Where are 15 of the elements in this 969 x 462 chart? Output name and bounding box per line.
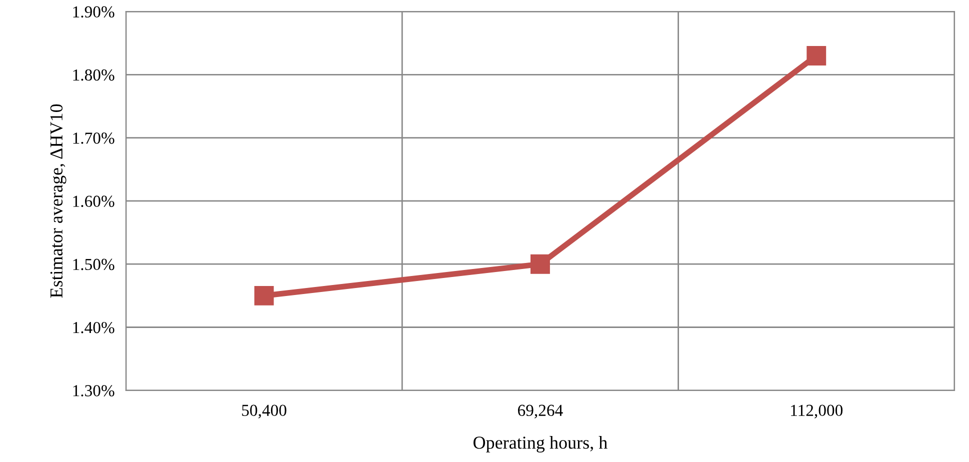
x-tick-label: 69,264 [518,404,563,418]
point [530,254,550,274]
y-axis-title: Estimator average, ΔHV10 [50,104,66,298]
y-tick-label: 1.30% [73,385,114,396]
y-tick-label: 1.60% [73,196,114,207]
x-tick-label: 50,400 [242,404,286,418]
y-tick-label: 1.50% [73,258,114,270]
y-tick-label: 1.40% [73,322,114,334]
point [254,286,274,306]
y-tick-label: 1.80% [73,69,114,81]
y-tick-label: 1.90% [73,6,114,18]
y-tick-label: 1.70% [73,132,114,144]
x-tick-label: 112,000 [791,404,843,418]
x-axis-title: Operating hours, h [474,436,608,452]
point [806,46,826,66]
